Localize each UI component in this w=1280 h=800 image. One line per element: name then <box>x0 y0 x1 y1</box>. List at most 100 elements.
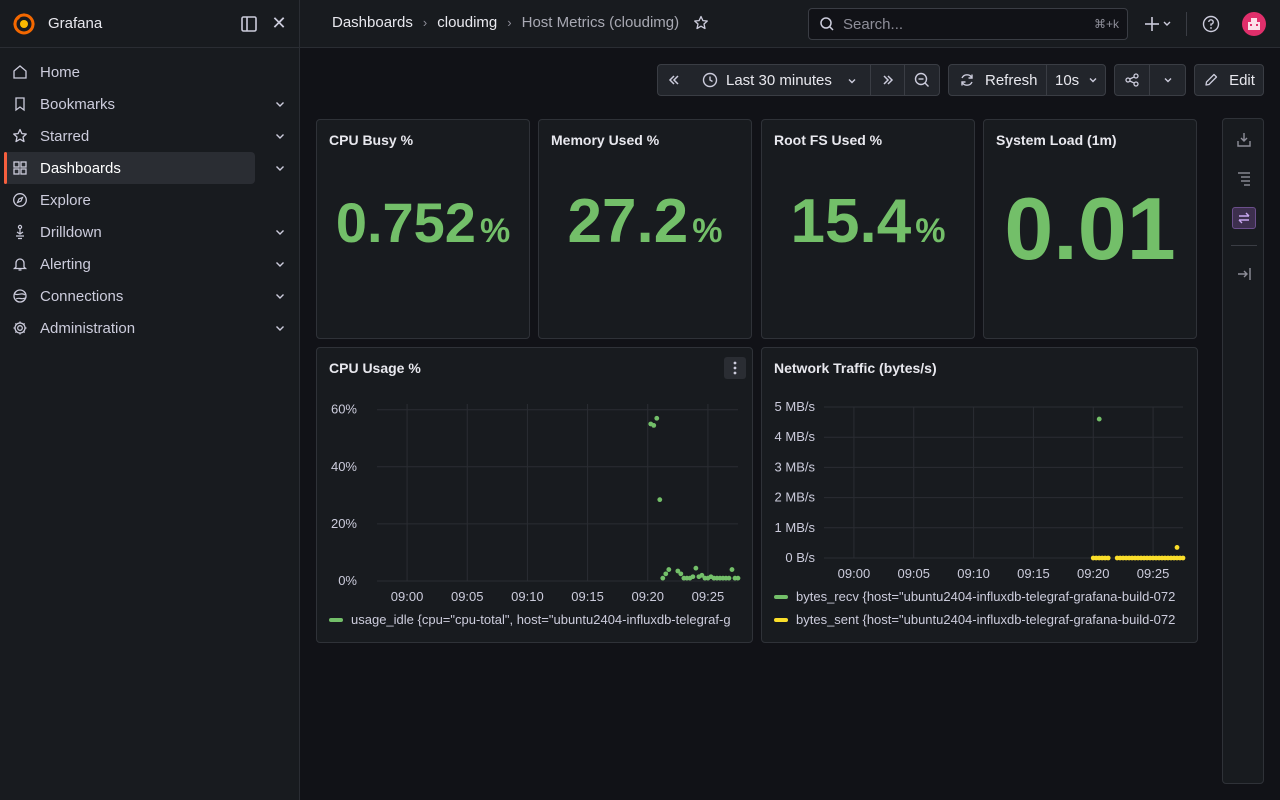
star-icon[interactable] <box>693 15 709 31</box>
edit-button[interactable]: Edit <box>1194 64 1264 96</box>
network-traffic-chart[interactable]: 5 MB/s 4 MB/s 3 MB/s 2 MB/s 1 MB/s 0 B/s 09:00… <box>762 348 1199 644</box>
legend-item[interactable]: bytes_sent {host="ubuntu2404-influxdb-te… <box>774 612 1190 627</box>
user-avatar-icon <box>1248 18 1260 30</box>
zoom-out-button[interactable] <box>904 64 940 96</box>
x-tick-label: 09:25 <box>692 589 725 604</box>
chevron-down-icon[interactable] <box>272 128 288 144</box>
sidebar-item-connections[interactable]: Connections <box>4 280 284 312</box>
brand-name: Grafana <box>48 15 103 32</box>
data-point <box>699 572 705 578</box>
refresh-interval-picker[interactable]: 10s <box>1046 64 1106 96</box>
stat-panel-cpu-busy[interactable]: CPU Busy % 0.752% <box>316 119 530 339</box>
chevron-down-icon[interactable] <box>272 96 288 112</box>
time-shift-back-button[interactable] <box>657 64 691 96</box>
sidebar-header: Grafana ✕ <box>0 0 299 48</box>
sidebar-nav: Home Bookmarks Starred Dashboards Explore Dri… <box>0 48 299 344</box>
data-point <box>1174 545 1180 550</box>
share-button[interactable] <box>1114 64 1150 96</box>
sidebar-item-home[interactable]: Home <box>4 56 255 88</box>
stat-panel-root-fs-used[interactable]: Root FS Used % 15.4% <box>761 119 975 339</box>
time-shift-forward-button[interactable] <box>870 64 904 96</box>
breadcrumb-dashboards[interactable]: Dashboards <box>332 14 413 31</box>
x-tick-label: 09:20 <box>631 589 664 604</box>
chevron-right-icon: › <box>422 15 428 30</box>
chevron-down-icon <box>1089 78 1097 83</box>
chevron-down-icon[interactable] <box>272 288 288 304</box>
search-input[interactable]: Search... ⌘+k <box>808 8 1128 40</box>
stat-panel-system-load[interactable]: System Load (1m) 0.01 <box>983 119 1197 339</box>
grafana-logo-icon[interactable] <box>12 12 36 36</box>
time-range-picker[interactable]: Last 30 minutes <box>690 64 870 96</box>
stat-number: 27.2 <box>567 187 689 256</box>
sidebar-item-alerting[interactable]: Alerting <box>4 248 284 280</box>
chevron-down-icon[interactable] <box>272 320 288 336</box>
stat-unit: % <box>692 212 723 250</box>
panel-menu-button[interactable] <box>724 357 746 379</box>
data-point <box>735 575 741 581</box>
legend-item[interactable]: bytes_recv {host="ubuntu2404-influxdb-te… <box>774 589 1190 604</box>
legend-swatch <box>329 617 343 622</box>
toolbar-divider <box>1186 12 1187 36</box>
drilldown-icon <box>12 224 28 240</box>
data-point <box>675 568 681 574</box>
sidebar-item-explore[interactable]: Explore <box>4 184 255 216</box>
breadcrumb-current: Host Metrics (cloudimg) <box>521 14 680 31</box>
sidebar-item-label: Dashboards <box>40 159 121 177</box>
chevron-down-icon[interactable] <box>272 256 288 272</box>
legend-item[interactable]: usage_idle {cpu="cpu-total", host="ubunt… <box>329 612 745 627</box>
stat-panel-memory-used[interactable]: Memory Used % 27.2% <box>538 119 752 339</box>
zoom-out-icon <box>914 72 929 87</box>
y-tick-label: 60% <box>331 402 357 417</box>
refresh-label: Refresh <box>985 71 1038 89</box>
x-tick-label: 09:15 <box>1017 566 1050 581</box>
sidebar-item-label: Bookmarks <box>40 95 116 113</box>
x-tick-label: 09:15 <box>571 589 604 604</box>
toggle-compare-button[interactable] <box>1232 207 1256 229</box>
sidebar-item-drilldown[interactable]: Drilldown <box>4 216 284 248</box>
y-tick-label: 0% <box>338 573 357 588</box>
collapse-right-icon[interactable] <box>1235 265 1253 283</box>
legend-label: bytes_sent {host="ubuntu2404-influxdb-te… <box>796 612 1176 627</box>
sidebar-item-starred[interactable]: Starred <box>4 120 284 152</box>
x-tick-label: 09:00 <box>838 566 871 581</box>
dock-menu-icon[interactable] <box>240 15 258 33</box>
chevron-right-icon: › <box>507 15 512 30</box>
help-icon[interactable] <box>1202 15 1220 33</box>
panel-title: CPU Usage % <box>329 360 421 376</box>
refresh-button[interactable]: Refresh <box>948 64 1047 96</box>
sidebar-item-dashboards[interactable]: Dashboards <box>4 152 284 184</box>
plus-icon <box>1145 17 1171 31</box>
sidebar-item-label: Connections <box>40 287 124 305</box>
breadcrumb-folder[interactable]: cloudimg <box>437 14 498 31</box>
sidebar-item-label: Explore <box>40 191 91 209</box>
legend-label: usage_idle {cpu="cpu-total", host="ubunt… <box>351 612 731 627</box>
panel-title: Root FS Used % <box>774 132 883 148</box>
data-point <box>678 571 684 577</box>
x-tick-label: 09:20 <box>1077 566 1110 581</box>
cpu-usage-chart[interactable]: 60% 40% 20% 0% 09:00 09:05 09:10 09:15 09:20 09:2… <box>317 348 754 644</box>
y-tick-label: 3 MB/s <box>775 459 816 474</box>
chevron-down-icon[interactable] <box>272 224 288 240</box>
import-icon[interactable] <box>1235 131 1253 149</box>
bell-icon <box>12 256 28 272</box>
sidebar-item-administration[interactable]: Administration <box>4 312 284 344</box>
share-icon <box>1125 73 1139 87</box>
outline-list-icon[interactable] <box>1235 169 1253 187</box>
x-tick-label: 09:00 <box>391 589 424 604</box>
data-point <box>690 574 696 580</box>
chevron-down-icon[interactable] <box>272 160 288 176</box>
panel-title: Network Traffic (bytes/s) <box>774 360 937 376</box>
share-menu-button[interactable] <box>1149 64 1186 96</box>
avatar[interactable] <box>1242 12 1266 36</box>
x-tick-label: 09:05 <box>897 566 930 581</box>
timeseries-panel-cpu-usage[interactable]: CPU Usage % 60% 40% 20% 0% 09:00 09:05 09:10 09… <box>316 347 753 643</box>
legend-swatch <box>774 617 788 622</box>
y-tick-label: 40% <box>331 459 357 474</box>
timeseries-panel-network-traffic[interactable]: Network Traffic (bytes/s) 5 MB/s 4 MB/s 3 … <box>761 347 1198 643</box>
sidebar-item-label: Alerting <box>40 255 91 273</box>
data-point <box>657 497 663 503</box>
sidebar-item-bookmarks[interactable]: Bookmarks <box>4 88 284 120</box>
sidebar-item-label: Administration <box>40 319 136 337</box>
add-new-button[interactable] <box>1142 12 1176 36</box>
close-menu-icon[interactable]: ✕ <box>271 13 287 33</box>
